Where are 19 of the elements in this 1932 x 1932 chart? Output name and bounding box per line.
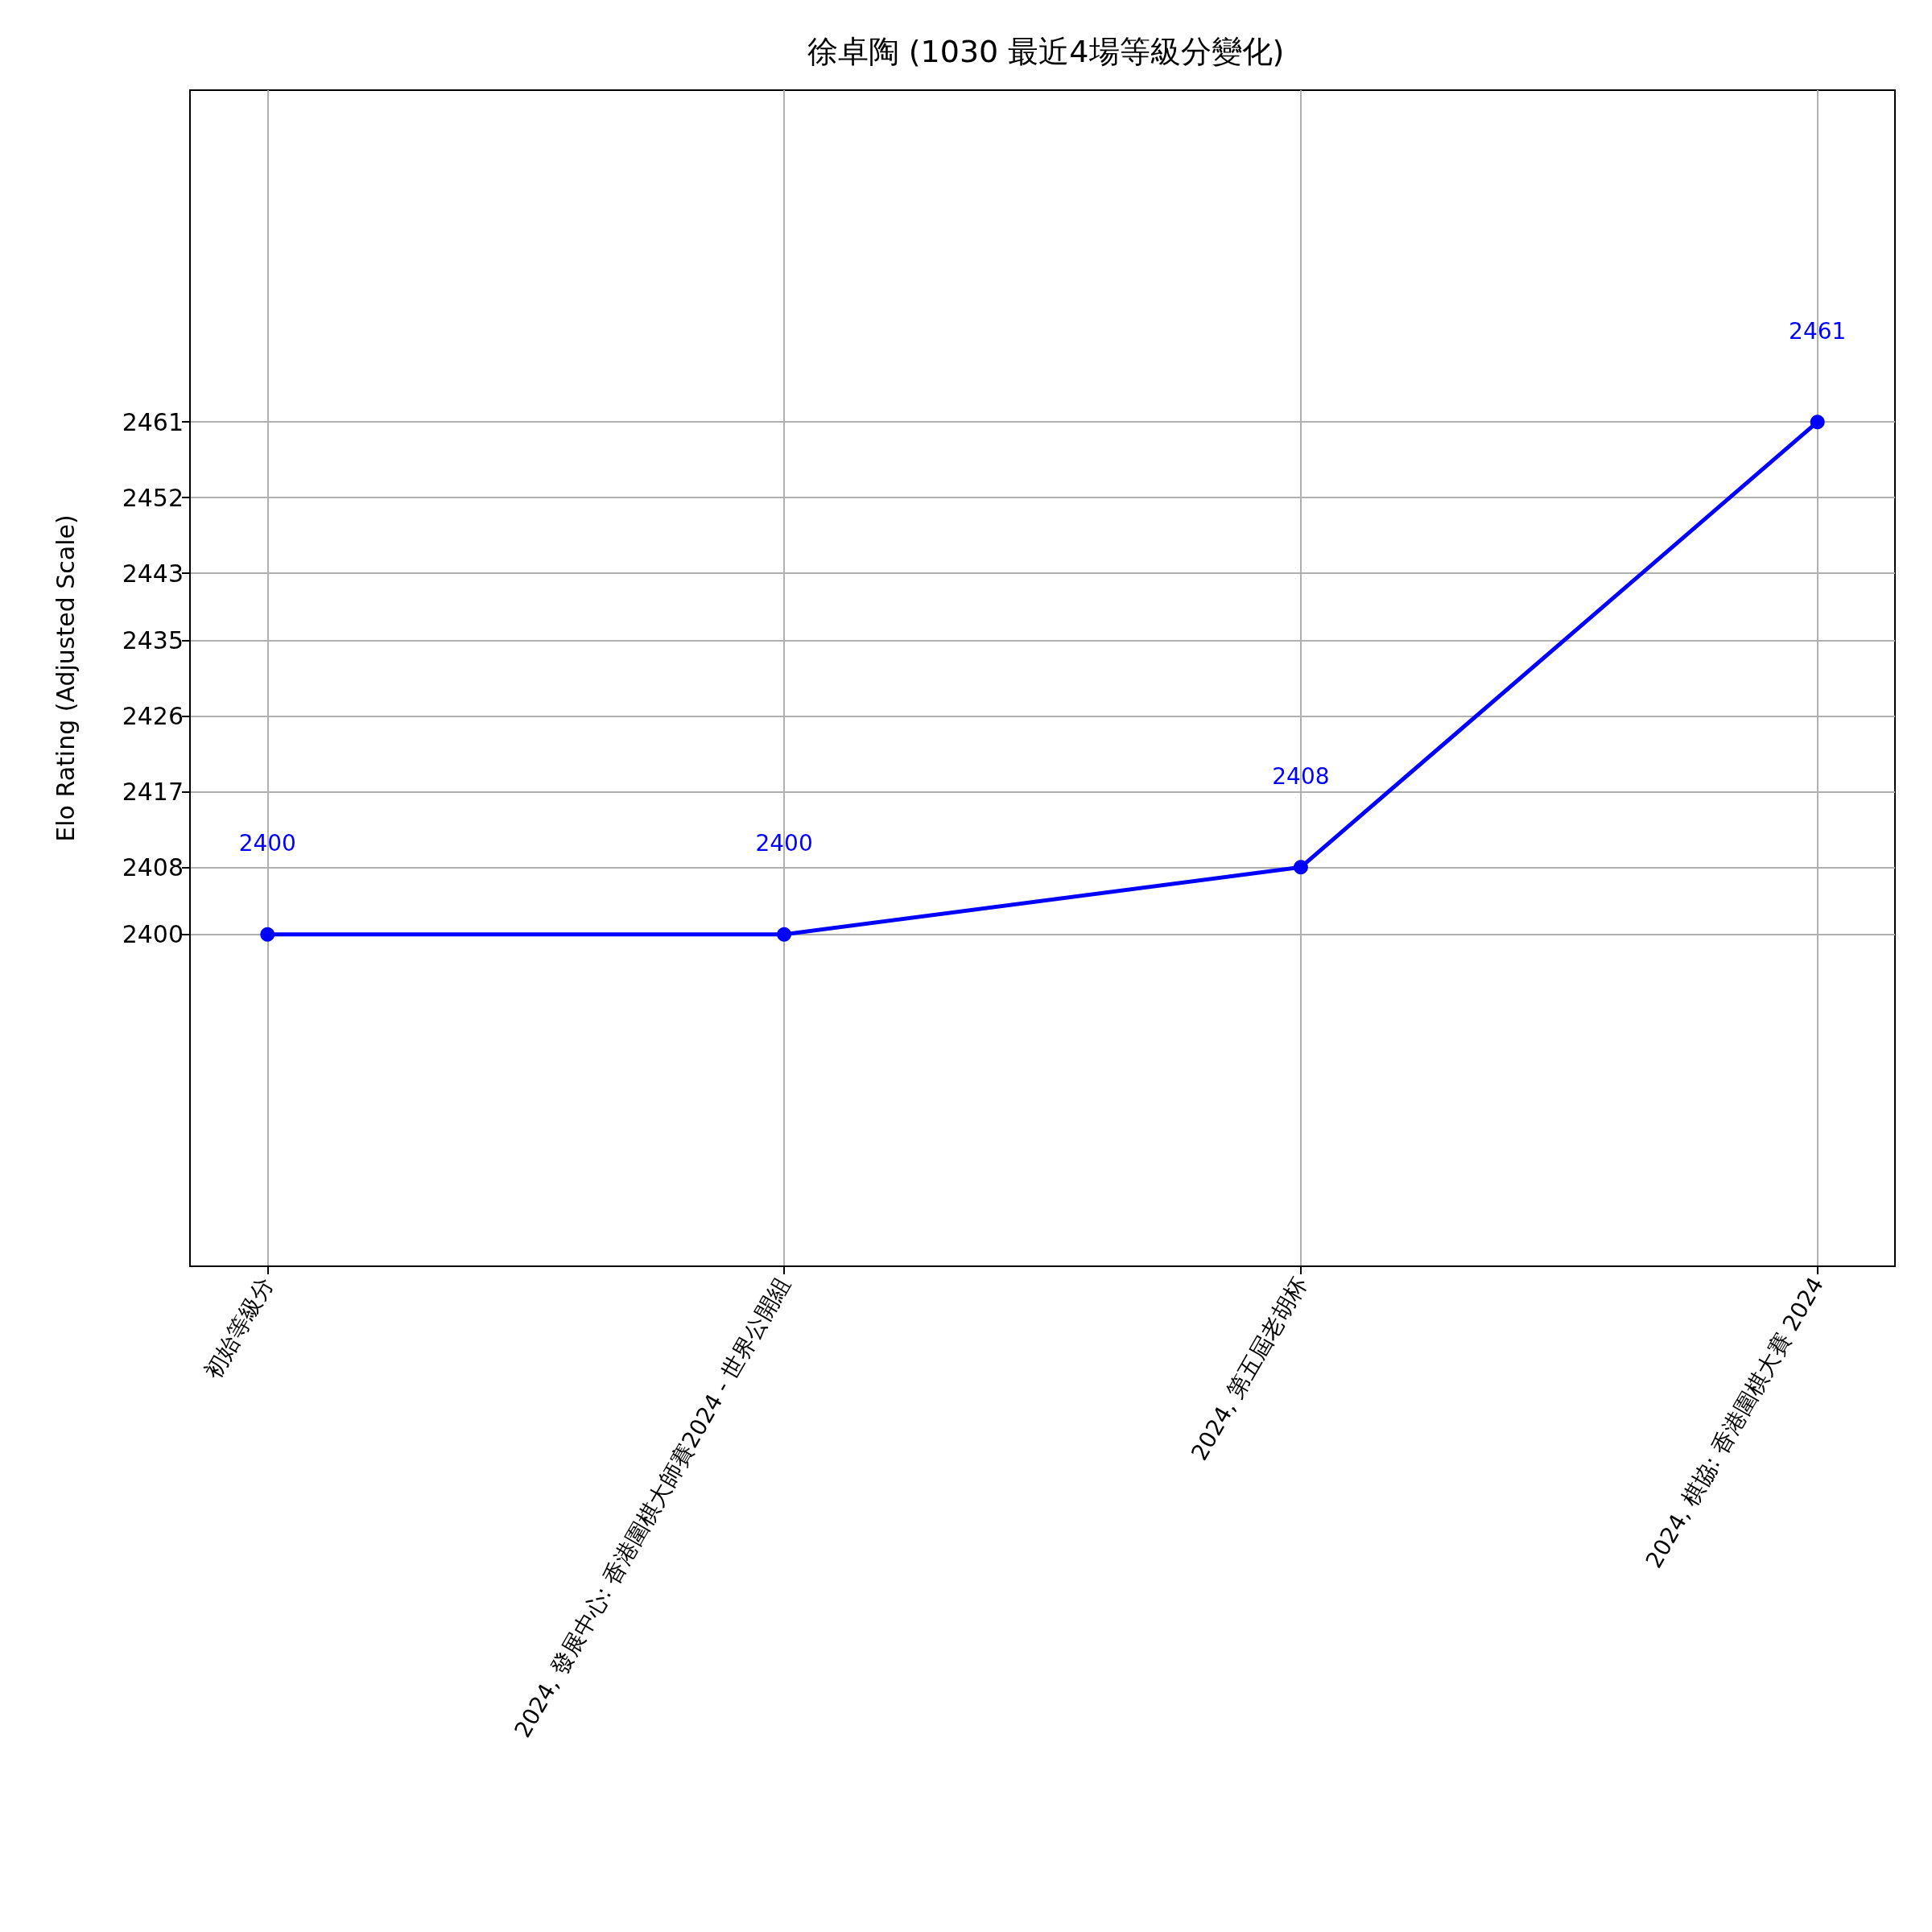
point [777,927,792,942]
y-axis-title: Elo Rating (Adjusted Scale) [51,514,80,842]
y-tick-label: 2452 [122,483,184,512]
y-tick-label: 2417 [122,777,184,806]
y-tick-label: 2461 [122,407,184,436]
y-tick-label: 2443 [122,559,184,588]
data-label: 2461 [1789,317,1847,345]
data-label: 2400 [238,830,296,857]
x-tick-label: 初始等級分 [199,1272,279,1384]
data-label: 2408 [1272,762,1330,790]
point [260,927,275,942]
point [1293,860,1308,875]
y-tick-label: 2435 [122,626,184,655]
data-label: 2400 [755,830,813,857]
point [1810,415,1825,430]
y-tick-label: 2408 [122,852,184,881]
y-tick-label: 2426 [122,701,184,730]
y-tick-label: 2400 [122,920,184,949]
chart-title: 徐卓陶 (1030 最近4場等級分變化) [807,34,1285,69]
